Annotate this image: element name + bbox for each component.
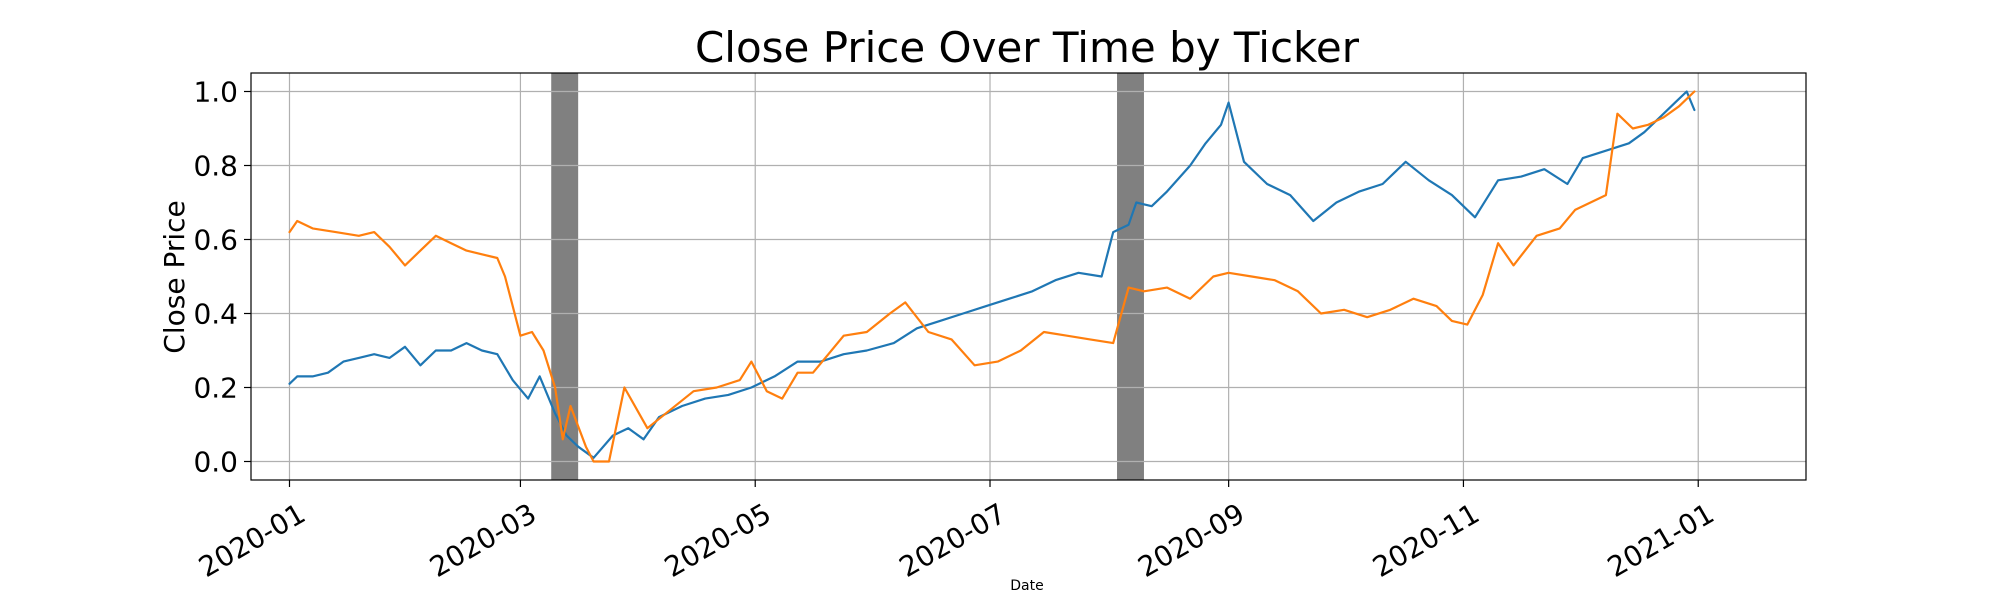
y-tick-label: 0.4 xyxy=(193,298,238,331)
chart-title: Close Price Over Time by Ticker xyxy=(695,23,1360,72)
series-line-1 xyxy=(288,90,1696,459)
series-lines xyxy=(288,90,1696,463)
y-tick-label: 0.0 xyxy=(193,446,238,479)
x-axis-label: Date xyxy=(1010,578,1043,594)
y-tick-label: 0.2 xyxy=(193,372,238,405)
plot-frame xyxy=(250,72,1807,481)
x-axis: 2020-01 2020-03 2020-05 2020-07 2020-09 2020-… xyxy=(193,480,1720,584)
x-tick-label: 2020-01 xyxy=(193,497,311,584)
shaded-region xyxy=(551,73,579,480)
y-tick-label: 0.8 xyxy=(193,150,238,183)
x-tick-label: 2020-11 xyxy=(1367,497,1485,584)
y-axis: 0.0 0.2 0.4 0.6 0.8 1.0 xyxy=(193,76,251,479)
x-tick-label: 2020-03 xyxy=(424,497,542,584)
x-tick-label: 2020-05 xyxy=(659,497,777,584)
series-line-2 xyxy=(288,90,1696,463)
x-tick-label: 2020-09 xyxy=(1132,497,1250,584)
y-tick-label: 0.6 xyxy=(193,224,238,257)
y-axis-label: Close Price xyxy=(158,200,191,353)
y-tick-label: 1.0 xyxy=(193,76,238,109)
shaded-region xyxy=(1117,73,1144,480)
grid xyxy=(251,73,1806,480)
shaded-regions xyxy=(551,73,1144,480)
x-tick-label: 2021-01 xyxy=(1602,497,1720,584)
x-tick-label: 2020-07 xyxy=(894,497,1012,584)
